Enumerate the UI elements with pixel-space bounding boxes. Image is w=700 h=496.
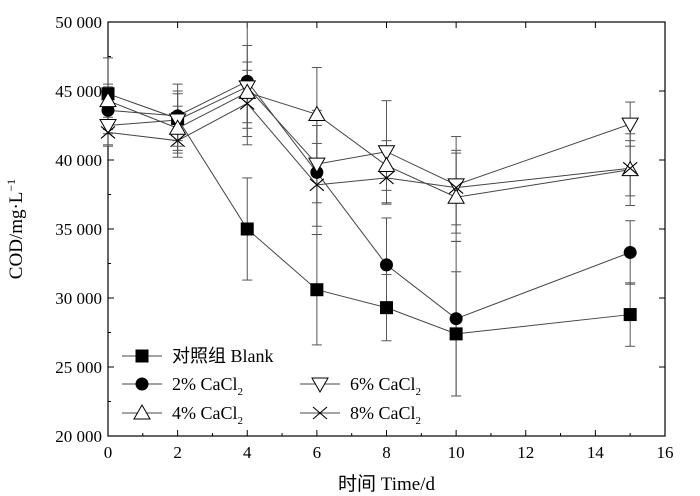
y-tick-label: 45 000 — [55, 82, 102, 101]
data-point — [239, 97, 255, 110]
legend-label: 6% CaCl2 — [350, 374, 421, 398]
legend-label: 对照组 Blank — [172, 346, 274, 366]
data-point — [449, 327, 463, 341]
series-markers-1 — [101, 74, 637, 326]
data-point — [448, 181, 464, 195]
series-2 — [103, 44, 636, 234]
data-point — [622, 161, 638, 175]
data-point — [99, 119, 117, 135]
data-point — [379, 171, 394, 185]
data-point — [170, 134, 185, 148]
legend-item-2: 6% CaCl2 — [300, 374, 421, 398]
legend-item-4: 8% CaCl2 — [300, 403, 421, 427]
data-point — [240, 222, 254, 236]
data-point — [623, 245, 637, 259]
data-point — [168, 119, 187, 135]
x-tick-label: 4 — [243, 443, 252, 462]
y-tick-label: 50 000 — [55, 13, 102, 32]
x-tick-label: 2 — [173, 443, 182, 462]
x-tick-label: 10 — [448, 443, 465, 462]
data-point — [380, 258, 393, 272]
data-point — [309, 178, 325, 192]
legend-label: 8% CaCl2 — [350, 403, 421, 427]
data-point — [308, 157, 326, 174]
x-tick-label: 0 — [104, 443, 113, 462]
y-axis-title-sup: −1 — [4, 179, 18, 192]
legend-marker — [133, 403, 151, 420]
y-tick-label: 30 000 — [55, 289, 102, 308]
series-4 — [103, 69, 636, 227]
legend-label: 2% CaCl2 — [172, 374, 243, 398]
data-point — [377, 156, 396, 173]
legend-marker — [135, 349, 149, 363]
data-point — [99, 91, 117, 108]
series-layer — [99, 22, 640, 397]
legend-marker — [135, 377, 149, 391]
data-point — [449, 312, 463, 326]
data-point — [310, 283, 324, 297]
series-line — [107, 80, 631, 320]
x-axis-title: 时间 Time/d — [338, 473, 435, 495]
legend: 对照组 Blank 2% CaCl2 6% CaCl2 4% CaCl2 8% CaCl… — [122, 346, 421, 427]
y-tick-label: 20 000 — [55, 427, 102, 446]
series-3 — [103, 61, 636, 242]
series-line — [107, 93, 631, 335]
legend-item-0: 对照组 Blank — [122, 346, 274, 366]
data-point — [380, 301, 393, 315]
data-point — [377, 145, 396, 161]
axes: 0 2 4 6 8 10 12 14 16 20 000 25 000 30 000 35 000 40 … — [55, 13, 673, 462]
legend-item-1: 2% CaCl2 — [122, 374, 243, 398]
y-tick-label: 40 000 — [55, 151, 102, 170]
legend-item-3: 4% CaCl2 — [122, 403, 243, 427]
y-tick-label: 25 000 — [55, 358, 102, 377]
legend-label: 4% CaCl2 — [172, 403, 243, 427]
data-point — [621, 117, 640, 134]
series-markers-2 — [99, 80, 640, 194]
series-line — [107, 91, 631, 198]
data-point — [238, 83, 257, 99]
legend-marker — [312, 406, 328, 420]
x-tick-label: 12 — [517, 443, 534, 462]
data-point — [623, 308, 637, 322]
y-axis-title-main: COD/mg·L — [6, 192, 27, 280]
data-point — [308, 105, 326, 121]
y-axis-title: COD/mg·L−1 — [4, 179, 27, 279]
legend-marker — [311, 377, 329, 394]
series-1 — [103, 22, 636, 397]
data-point — [447, 188, 465, 204]
x-tick-label: 16 — [657, 443, 674, 462]
x-tick-label: 14 — [587, 443, 605, 462]
series-markers-4 — [100, 97, 638, 195]
data-point — [447, 178, 465, 194]
x-tick-label: 6 — [313, 443, 322, 462]
x-tick-label: 8 — [382, 443, 391, 462]
y-tick-label: 35 000 — [55, 220, 102, 239]
data-point — [100, 125, 116, 139]
